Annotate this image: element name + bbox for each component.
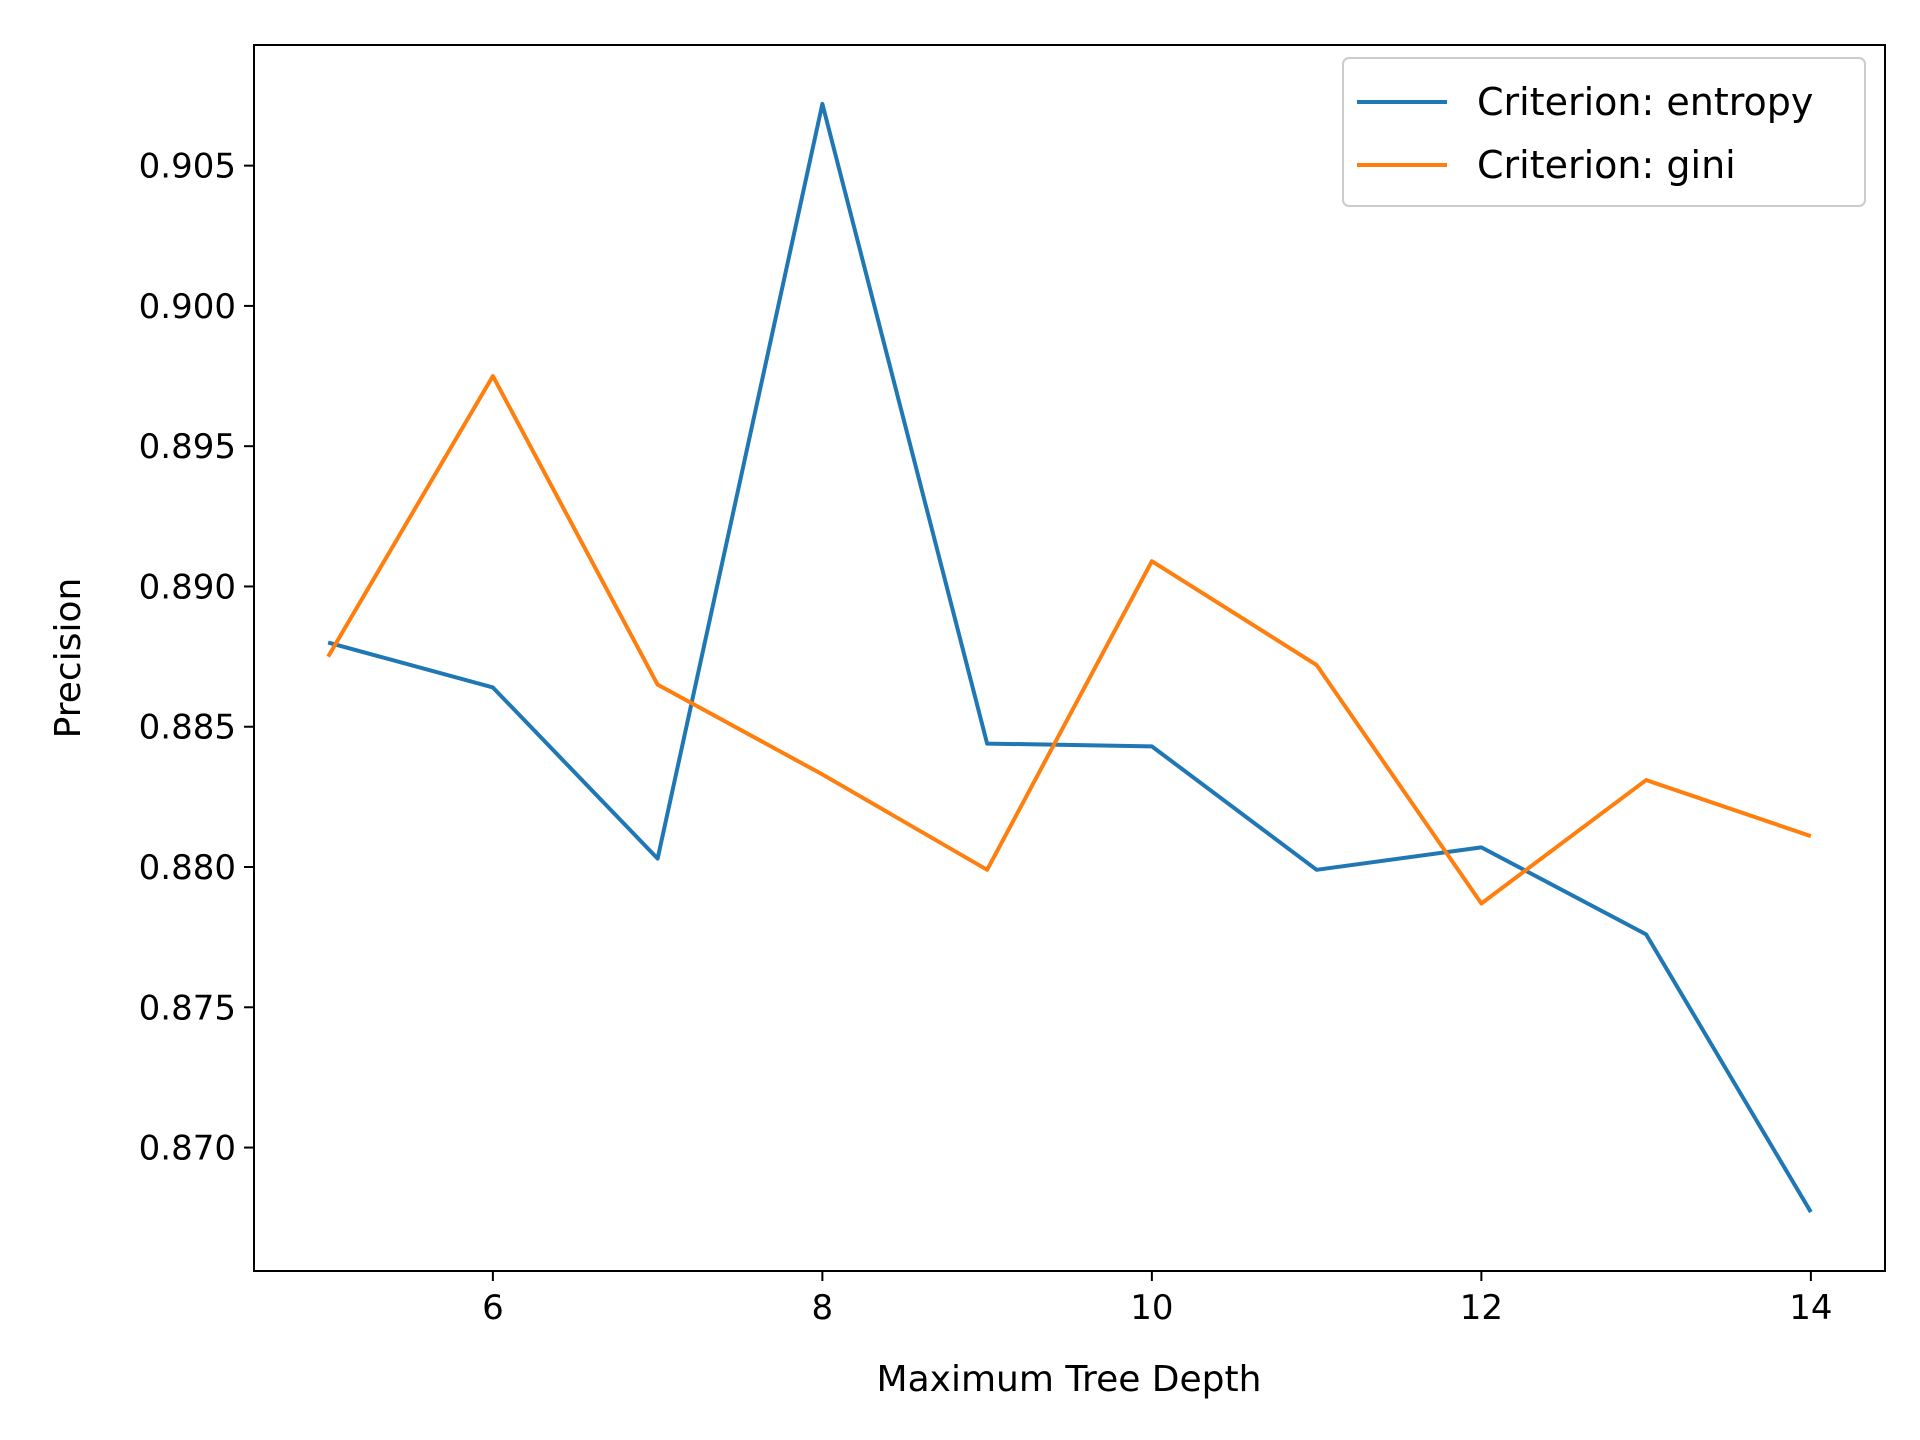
x-tick-label: 8 bbox=[812, 1288, 834, 1328]
plot-frame bbox=[253, 44, 1886, 1272]
y-tick-label: 0.870 bbox=[139, 1129, 236, 1169]
series-line-gini bbox=[326, 374, 1812, 906]
legend-label: Criterion: gini bbox=[1477, 143, 1736, 187]
y-tick-label: 0.880 bbox=[139, 848, 236, 888]
y-axis: 0.870 0.875 0.880 0.885 0.890 0.895 0.900 0.905 bbox=[139, 147, 254, 1169]
x-tick-label: 14 bbox=[1789, 1288, 1832, 1328]
series-line-entropy bbox=[327, 101, 1813, 1214]
y-axis-label: Precision bbox=[48, 578, 89, 739]
x-axis: 6 8 10 12 14 bbox=[482, 1271, 1832, 1328]
legend-label: Criterion: entropy bbox=[1477, 80, 1813, 124]
y-tick-label: 0.875 bbox=[139, 988, 236, 1028]
y-tick-label: 0.890 bbox=[139, 567, 236, 607]
x-tick-label: 10 bbox=[1130, 1288, 1173, 1328]
y-tick-label: 0.895 bbox=[139, 427, 236, 467]
x-tick-label: 6 bbox=[482, 1288, 504, 1328]
legend-box bbox=[1342, 57, 1866, 207]
x-tick-label: 12 bbox=[1460, 1288, 1503, 1328]
y-tick-label: 0.905 bbox=[139, 147, 236, 187]
y-tick-label: 0.885 bbox=[139, 708, 236, 748]
x-axis-label: Maximum Tree Depth bbox=[877, 1359, 1262, 1400]
y-tick-label: 0.900 bbox=[139, 287, 236, 327]
plot-lines bbox=[326, 101, 1813, 1214]
legend: Criterion: entropy Criterion: gini bbox=[1342, 57, 1866, 207]
